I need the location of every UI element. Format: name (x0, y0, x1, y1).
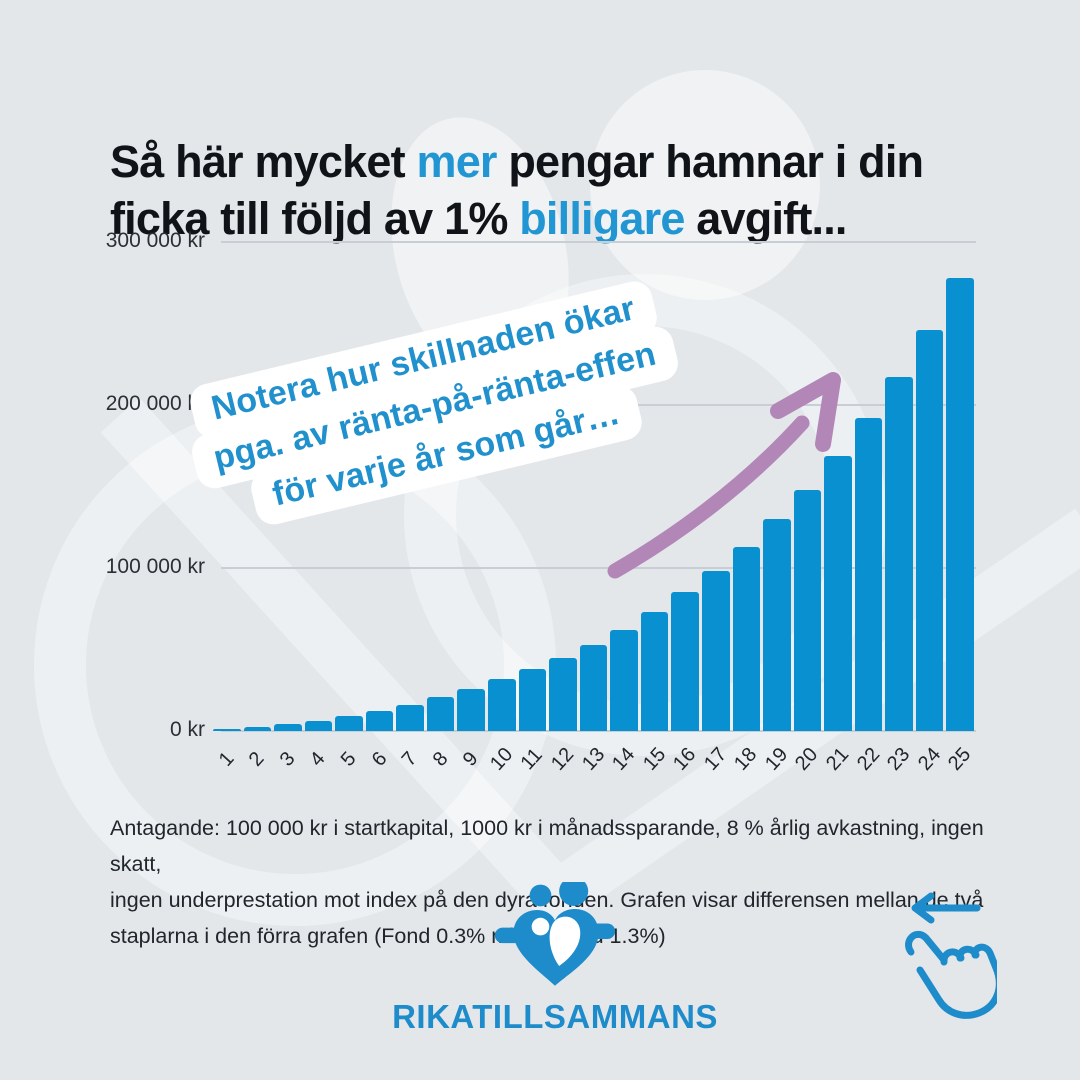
bar-year-19 (763, 519, 791, 731)
y-gridline-0 (221, 730, 976, 732)
assumptions-line: Antagande: 100 000 kr i startkapital, 10… (110, 815, 984, 876)
bar-year-22 (854, 418, 883, 731)
bar-year-7 (396, 704, 424, 731)
two-people-heart-icon (494, 882, 616, 986)
y-gridline-300000 (221, 241, 976, 243)
y-tick-label: 0 kr (169, 718, 205, 741)
bar-year-11 (518, 669, 547, 731)
bar-year-6 (365, 711, 394, 731)
bar-year-13 (579, 644, 608, 731)
bar-year-20 (793, 489, 822, 731)
bar-year-25 (946, 277, 974, 731)
bar-year-1 (213, 729, 241, 731)
bar-year-9 (457, 688, 486, 731)
brand-logo: RIKATILLSAMMANS (355, 882, 755, 1036)
y-tick-label: 100 000 kr (105, 555, 205, 578)
bar-year-15 (640, 612, 669, 731)
title-text: avgift... (684, 193, 847, 245)
title-accent-mer: mer (416, 136, 497, 188)
bar-year-2 (243, 726, 272, 731)
y-tick-label: 300 000 kr (105, 229, 205, 252)
bar-year-23 (885, 377, 913, 731)
bar-year-14 (610, 629, 638, 731)
bar-year-8 (426, 696, 455, 731)
bar-year-16 (671, 592, 699, 731)
bar-year-10 (488, 678, 516, 731)
bar-year-12 (549, 657, 577, 731)
swipe-left-icon (905, 892, 997, 1019)
y-tick-label: 200 000 kr (105, 392, 205, 415)
bar-year-18 (732, 546, 761, 731)
bar-year-21 (824, 455, 852, 731)
bar-year-3 (274, 723, 302, 731)
bar-year-5 (335, 716, 363, 731)
x-tick-label-25: 25 (944, 743, 976, 775)
bar-year-17 (701, 571, 730, 731)
brand-wordmark: RIKATILLSAMMANS (392, 998, 718, 1035)
title-text: pengar hamnar i din (496, 136, 924, 188)
page-title: Så här mycket mer pengar hamnar i din fi… (110, 133, 990, 247)
y-gridline-100000 (221, 567, 976, 569)
bar-year-4 (304, 720, 333, 731)
title-accent-billigare: billigare (519, 193, 685, 245)
bar-year-24 (915, 330, 944, 731)
title-text: ficka till följd av 1% (110, 193, 520, 245)
title-text: Så här mycket (110, 136, 417, 188)
